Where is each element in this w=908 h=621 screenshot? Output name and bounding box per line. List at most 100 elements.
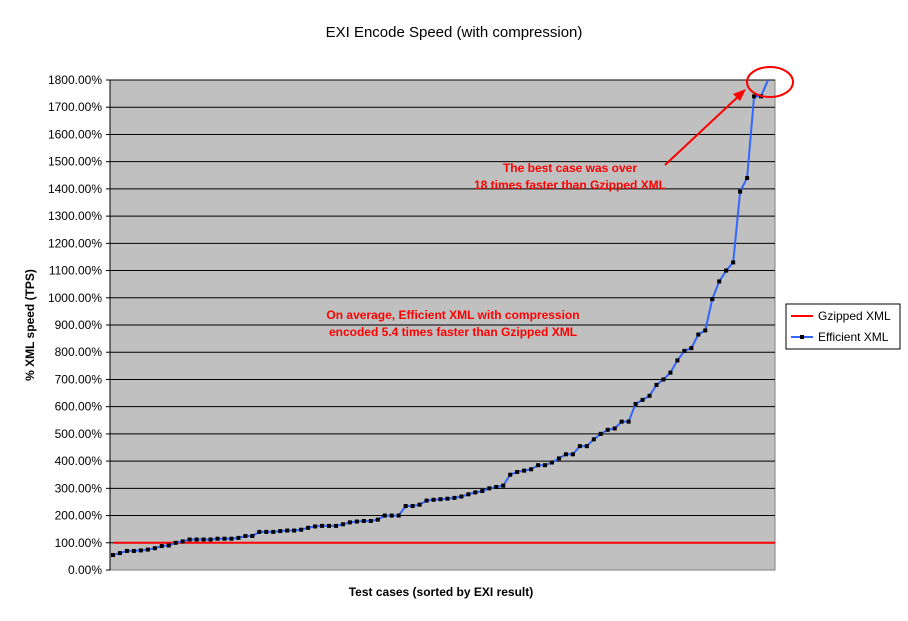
data-point-efficient-xml: [320, 523, 325, 528]
data-point-efficient-xml: [515, 470, 520, 474]
legend-label-gzipped: Gzipped XML: [818, 309, 891, 323]
y-tick-label: 0.00%: [68, 563, 102, 577]
data-point-efficient-xml: [166, 543, 171, 548]
y-tick-label: 800.00%: [55, 345, 103, 359]
y-tick-label: 400.00%: [55, 454, 103, 468]
data-point-efficient-xml: [466, 492, 471, 497]
data-point-efficient-xml: [333, 523, 338, 528]
data-point-efficient-xml: [111, 553, 115, 558]
data-point-efficient-xml: [563, 452, 568, 457]
data-point-efficient-xml: [640, 397, 645, 402]
y-tick-label: 300.00%: [55, 481, 103, 495]
data-point-efficient-xml: [543, 463, 548, 468]
y-tick-label: 600.00%: [55, 400, 103, 414]
data-point-efficient-xml: [431, 497, 436, 502]
data-point-efficient-xml: [368, 519, 373, 523]
data-point-efficient-xml: [438, 497, 443, 502]
data-point-efficient-xml: [173, 540, 178, 545]
annotation-arrowhead: [733, 89, 746, 101]
x-axis-label: Test cases (sorted by EXI result): [349, 585, 534, 599]
data-point-efficient-xml: [278, 529, 283, 534]
data-point-efficient-xml: [201, 537, 206, 542]
best-case-circle: [746, 66, 794, 98]
data-point-efficient-xml: [354, 519, 359, 524]
data-point-efficient-xml: [473, 490, 478, 495]
data-point-efficient-xml: [215, 536, 220, 541]
annotation-arrow: [664, 92, 743, 166]
data-point-efficient-xml: [675, 358, 680, 363]
y-tick-label: 1700.00%: [48, 100, 102, 114]
data-point-efficient-xml: [375, 517, 380, 522]
data-point-efficient-xml: [529, 467, 534, 472]
y-tick-label: 1400.00%: [48, 182, 102, 196]
data-point-efficient-xml: [584, 444, 589, 449]
data-point-efficient-xml: [306, 525, 311, 530]
data-point-efficient-xml: [138, 548, 143, 553]
data-point-efficient-xml: [494, 484, 499, 489]
chart-title: EXI Encode Speed (with compression): [326, 24, 583, 41]
data-point-efficient-xml: [313, 524, 318, 529]
data-point-efficient-xml: [292, 528, 297, 533]
data-point-efficient-xml: [612, 426, 617, 431]
annotation-best-case-line2: 18 times faster than Gzipped XML: [474, 178, 666, 192]
data-point-efficient-xml: [187, 537, 192, 542]
data-point-efficient-xml: [724, 268, 729, 273]
data-point-efficient-xml: [508, 472, 513, 477]
data-point-efficient-xml: [250, 533, 255, 538]
y-tick-label: 100.00%: [55, 536, 103, 550]
data-point-efficient-xml: [577, 444, 582, 449]
y-tick-label: 1100.00%: [49, 264, 102, 278]
legend-box: [785, 303, 901, 350]
y-tick-label: 500.00%: [55, 427, 103, 441]
legend: Gzipped XML Efficient XML: [785, 303, 901, 350]
data-point-efficient-xml: [145, 547, 150, 552]
data-point-efficient-xml: [703, 328, 708, 333]
data-point-efficient-xml: [285, 528, 290, 533]
y-tick-label: 1300.00%: [48, 209, 102, 223]
annotation-average-line1: On average, Efficient XML with compressi…: [326, 308, 579, 322]
annotation-best-case-line1: The best case was over: [503, 161, 637, 175]
data-point-efficient-xml: [598, 431, 603, 436]
data-point-efficient-xml: [459, 494, 464, 499]
data-point-efficient-xml: [257, 529, 262, 534]
data-point-efficient-xml: [570, 452, 575, 457]
y-tick-label: 1000.00%: [48, 291, 102, 305]
data-point-efficient-xml: [522, 468, 527, 473]
data-point-efficient-xml: [752, 94, 757, 99]
data-point-efficient-xml: [549, 460, 554, 465]
data-point-efficient-xml: [745, 176, 750, 180]
data-point-efficient-xml: [668, 370, 673, 375]
data-point-efficient-xml: [194, 537, 199, 542]
data-point-efficient-xml: [647, 393, 652, 398]
data-point-efficient-xml: [271, 529, 276, 534]
data-point-efficient-xml: [243, 533, 248, 538]
y-tick-label: 200.00%: [55, 509, 103, 523]
data-point-efficient-xml: [480, 489, 485, 494]
data-point-efficient-xml: [382, 513, 387, 518]
data-point-efficient-xml: [124, 548, 129, 553]
data-point-efficient-xml: [591, 437, 596, 442]
data-point-efficient-xml: [410, 504, 415, 509]
data-point-efficient-xml: [487, 486, 492, 491]
data-point-efficient-xml: [605, 427, 610, 432]
data-point-efficient-xml: [389, 513, 394, 518]
y-tick-label: 1500.00%: [48, 155, 102, 169]
data-point-efficient-xml: [689, 346, 694, 351]
data-point-efficient-xml: [696, 332, 701, 337]
data-point-efficient-xml: [340, 522, 345, 527]
data-point-efficient-xml: [222, 536, 227, 541]
data-point-efficient-xml: [131, 548, 136, 553]
data-point-efficient-xml: [327, 523, 332, 528]
y-tick-label: 1600.00%: [48, 127, 102, 141]
data-point-efficient-xml: [403, 504, 408, 509]
data-point-efficient-xml: [536, 463, 541, 468]
data-point-efficient-xml: [452, 495, 457, 500]
y-tick-label: 900.00%: [55, 318, 103, 332]
y-tick-label: 700.00%: [55, 372, 103, 386]
legend-label-efficient: Efficient XML: [818, 330, 889, 344]
data-point-efficient-xml: [159, 544, 164, 549]
data-point-efficient-xml: [710, 297, 715, 302]
data-point-efficient-xml: [501, 483, 506, 488]
annotation-average-line2: encoded 5.4 times faster than Gzipped XM…: [329, 325, 577, 339]
